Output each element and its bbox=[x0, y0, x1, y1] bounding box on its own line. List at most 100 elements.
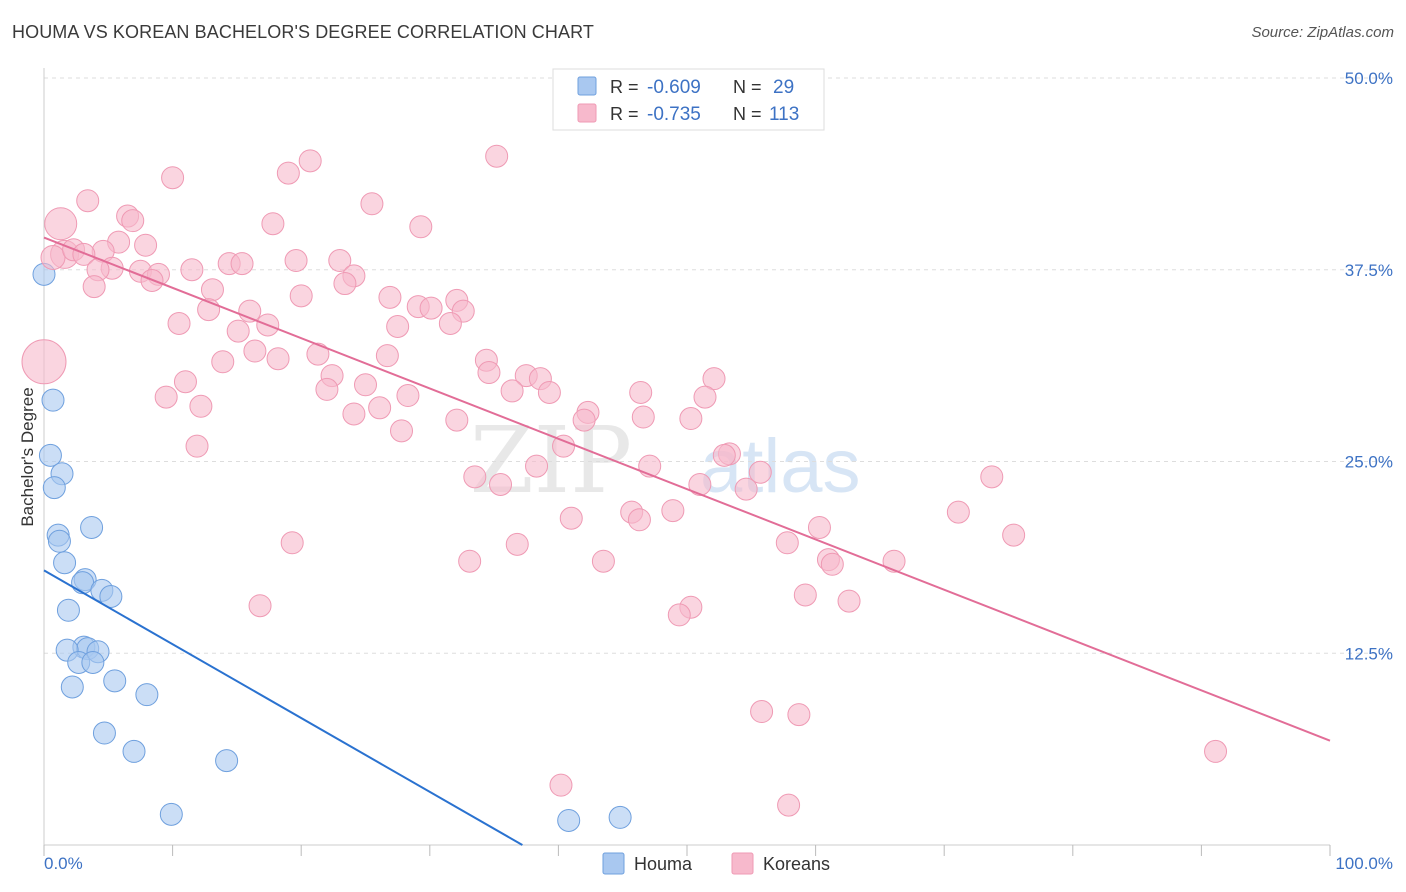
koreans-point bbox=[559, 506, 583, 530]
houma-point bbox=[80, 515, 104, 539]
x-axis-ticks bbox=[43, 845, 1331, 856]
axes bbox=[43, 68, 1330, 846]
houma-point bbox=[56, 598, 80, 622]
koreans-point bbox=[750, 700, 774, 724]
koreans-point bbox=[378, 285, 402, 309]
koreans-point bbox=[667, 603, 691, 627]
koreans-point bbox=[261, 212, 285, 236]
koreans-point bbox=[702, 367, 726, 391]
trend-lines bbox=[43, 236, 1331, 846]
koreans-point bbox=[463, 465, 487, 489]
houma-point bbox=[92, 721, 116, 745]
y-tick-label: 37.5% bbox=[1345, 261, 1393, 280]
koreans-point bbox=[458, 549, 482, 573]
koreans-point bbox=[134, 233, 158, 257]
koreans-point bbox=[882, 549, 906, 573]
koreans-point bbox=[173, 370, 197, 394]
koreans-point bbox=[438, 311, 462, 335]
koreans-point bbox=[980, 465, 1004, 489]
koreans-point bbox=[396, 384, 420, 408]
koreans-point bbox=[409, 215, 433, 239]
koreans-point bbox=[775, 531, 799, 555]
data-points bbox=[21, 144, 1228, 832]
koreans-point bbox=[76, 189, 100, 213]
koreans-point bbox=[368, 396, 392, 420]
koreans-point bbox=[82, 275, 106, 299]
koreans-trendline bbox=[43, 236, 1331, 742]
koreans-point bbox=[276, 161, 300, 185]
koreans-n-value: 113 bbox=[769, 104, 799, 125]
koreans-bottom-swatch bbox=[731, 852, 754, 875]
koreans-point bbox=[837, 589, 861, 613]
houma-r-label: R = bbox=[610, 77, 639, 97]
koreans-point bbox=[375, 344, 399, 368]
koreans-point bbox=[298, 149, 322, 173]
koreans-point bbox=[1002, 523, 1026, 547]
koreans-point bbox=[688, 473, 712, 497]
houma-point bbox=[103, 669, 127, 693]
stats-legend: R = -0.609 N = 29 R = -0.735 N = 113 bbox=[552, 68, 825, 131]
y-axis-label: Bachelor's Degree bbox=[18, 387, 37, 526]
chart-title: HOUMA VS KOREAN BACHELOR'S DEGREE CORREL… bbox=[12, 22, 594, 42]
koreans-point bbox=[734, 477, 758, 501]
koreans-r-label: R = bbox=[610, 104, 639, 124]
koreans-point bbox=[354, 373, 377, 397]
koreans-point bbox=[40, 244, 66, 270]
houma-point bbox=[608, 805, 632, 829]
houma-point bbox=[47, 529, 71, 553]
houma-bottom-swatch bbox=[602, 852, 625, 875]
koreans-point bbox=[777, 793, 801, 817]
koreans-point bbox=[44, 207, 78, 241]
koreans-point bbox=[284, 249, 308, 273]
koreans-point bbox=[679, 407, 703, 431]
gridlines bbox=[44, 77, 1393, 654]
koreans-point bbox=[525, 454, 549, 478]
koreans-point bbox=[121, 209, 145, 233]
houma-point bbox=[135, 683, 159, 707]
koreans-point bbox=[72, 242, 96, 266]
koreans-point bbox=[793, 583, 817, 607]
houma-trendline bbox=[43, 569, 523, 846]
koreans-point bbox=[549, 773, 573, 797]
koreans-point bbox=[211, 350, 235, 374]
koreans-point bbox=[445, 408, 469, 432]
koreans-point bbox=[1204, 739, 1228, 763]
houma-n-value: 29 bbox=[773, 77, 794, 98]
koreans-point bbox=[712, 443, 736, 467]
houma-legend-label: Houma bbox=[634, 854, 693, 874]
y-tick-label: 25.0% bbox=[1345, 453, 1393, 472]
koreans-point bbox=[820, 552, 844, 576]
houma-point bbox=[42, 476, 66, 500]
houma-point bbox=[38, 443, 62, 467]
koreans-point bbox=[489, 473, 513, 497]
stats-legend-box bbox=[552, 68, 825, 131]
y-tick-label: 50.0% bbox=[1345, 69, 1393, 88]
koreans-point bbox=[946, 500, 970, 524]
koreans-point bbox=[243, 339, 267, 363]
koreans-point bbox=[226, 319, 250, 343]
koreans-r-value: -0.735 bbox=[647, 104, 701, 125]
koreans-point bbox=[333, 272, 357, 296]
koreans-point bbox=[154, 385, 178, 409]
koreans-point bbox=[485, 144, 509, 168]
koreans-point bbox=[807, 515, 831, 539]
koreans-point bbox=[629, 380, 653, 404]
koreans-point bbox=[189, 394, 213, 418]
houma-point bbox=[81, 650, 105, 674]
koreans-point bbox=[537, 380, 561, 404]
watermark-zip: ZIP bbox=[470, 407, 632, 514]
koreans-point bbox=[693, 385, 717, 409]
koreans-point bbox=[390, 419, 414, 443]
source-credit: Source: ZipAtlas.com bbox=[1251, 24, 1394, 41]
koreans-point bbox=[280, 531, 304, 555]
koreans-point bbox=[505, 532, 529, 556]
koreans-point bbox=[500, 379, 524, 403]
series-legend: Houma Koreans bbox=[602, 852, 830, 875]
koreans-point bbox=[167, 311, 191, 335]
houma-point bbox=[159, 802, 183, 826]
koreans-point bbox=[419, 296, 443, 320]
koreans-n-label: N = bbox=[733, 104, 762, 124]
koreans-point bbox=[248, 594, 272, 618]
houma-point bbox=[215, 749, 239, 773]
